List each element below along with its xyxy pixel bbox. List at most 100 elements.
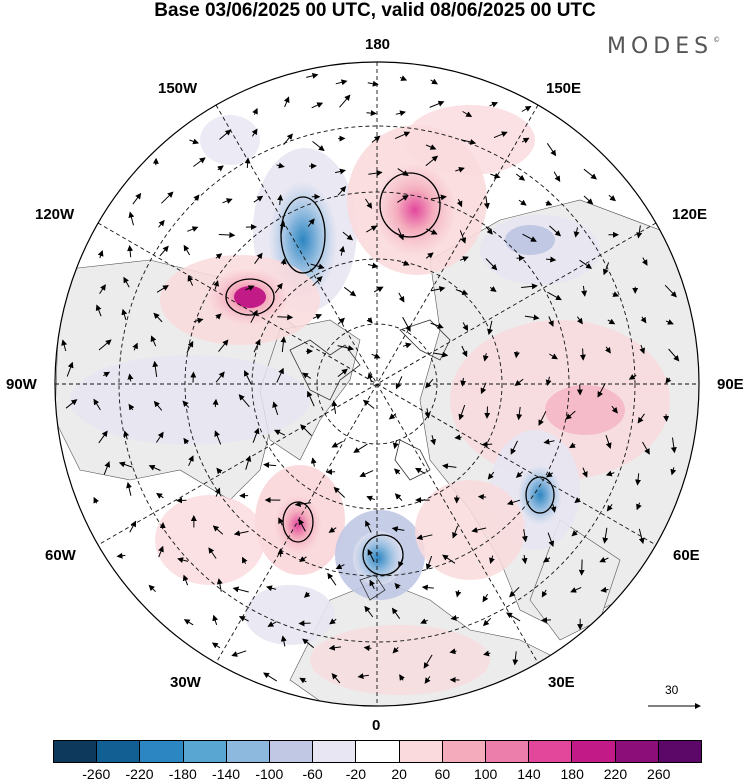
wind-vector-arrow <box>515 471 524 478</box>
wind-vector-arrow <box>123 430 130 440</box>
wind-vector-arrow <box>366 110 377 117</box>
wind-vector-arrow <box>283 96 290 108</box>
colorbar-tick-label: -140 <box>212 766 241 782</box>
wind-vector-arrow <box>276 162 285 169</box>
wind-vector-arrow <box>392 646 399 654</box>
wind-vector-arrow <box>132 342 138 351</box>
wind-vector-arrow <box>217 165 224 172</box>
wind-vector-arrow <box>521 283 538 290</box>
wind-vector-arrow <box>636 502 642 511</box>
wind-vector-arrow <box>455 289 469 296</box>
colorbar-swatch <box>97 741 141 762</box>
wind-vector-arrow <box>250 309 258 323</box>
colorbar-swatch <box>486 741 530 762</box>
wind-vector-arrow <box>371 353 381 359</box>
wind-vector-arrow <box>363 645 372 652</box>
wind-vector-arrow <box>244 370 252 385</box>
wind-vector-arrow <box>425 228 438 235</box>
wind-vector-arrow <box>177 557 189 563</box>
wind-vector-arrow <box>187 226 199 232</box>
wind-vector-arrow <box>425 252 434 259</box>
wind-vector-arrow <box>252 107 258 115</box>
wind-vector-arrow <box>274 282 283 294</box>
wind-vector-arrow <box>121 308 128 321</box>
wind-vector-arrow <box>600 586 609 593</box>
colorbar-tick-label: -20 <box>345 766 366 782</box>
wind-vector-arrow <box>442 554 456 564</box>
wind-vector-arrow <box>343 286 357 297</box>
wind-vector-arrow <box>485 226 493 235</box>
colorbar-swatch <box>183 741 227 762</box>
colorbar-swatch <box>529 741 573 762</box>
brand-text: MODES <box>607 34 714 59</box>
wind-vector-arrow <box>186 340 194 354</box>
colorbar-tick-label: -100 <box>255 766 284 782</box>
wind-vector-arrow <box>460 139 477 145</box>
wind-vector-arrow <box>244 157 251 169</box>
lon-label-30w: 30W <box>170 674 201 691</box>
wind-vector-arrow <box>605 346 611 354</box>
wind-vector-arrow <box>214 487 221 497</box>
wind-vector-arrow <box>424 408 431 419</box>
wind-vector-arrow <box>339 94 351 108</box>
wind-vector-arrow <box>123 276 130 288</box>
brand-mark: © <box>713 36 721 44</box>
lon-label-120w: 120W <box>35 206 75 223</box>
wind-vector-arrow <box>365 520 372 533</box>
lon-label-0: 0 <box>372 717 381 734</box>
wind-vector-arrow <box>583 168 597 180</box>
wind-vector-arrow <box>189 138 200 145</box>
wind-vector-arrow <box>302 372 312 379</box>
wind-vector-arrow <box>238 394 250 408</box>
wind-vector-arrow <box>398 556 404 568</box>
wind-vector-arrow <box>312 141 325 152</box>
wind-vector-arrow <box>98 430 108 444</box>
wind-vector-arrow <box>430 78 438 85</box>
wind-vector-arrow <box>456 198 463 208</box>
colorbar-swatch <box>658 741 702 762</box>
wind-vector-arrow <box>159 245 169 257</box>
wind-vector-arrow <box>279 220 286 235</box>
wind-vector-arrow <box>373 286 384 293</box>
colorbar-swatch <box>615 741 659 762</box>
wind-vector-arrow <box>611 405 618 414</box>
wind-vector-arrow <box>482 617 492 627</box>
wind-vector-arrow <box>299 677 307 684</box>
wind-vector-arrow <box>367 262 379 269</box>
wind-vector-arrow <box>670 437 677 454</box>
lon-label-90w: 90W <box>6 376 37 393</box>
wind-vector-arrow <box>153 400 163 411</box>
wind-vector-arrow <box>367 80 379 87</box>
wind-vector-arrow <box>395 376 403 390</box>
wind-vector-arrow <box>642 441 650 455</box>
wind-vector-arrow <box>522 233 537 242</box>
wind-vector-arrow <box>665 319 674 325</box>
vector-scale-label: 30 <box>665 683 679 697</box>
wind-vector-arrow <box>430 194 447 201</box>
wind-vector-arrow <box>307 218 315 227</box>
wind-vector-arrow <box>638 528 645 545</box>
wind-vector-arrow <box>272 401 279 416</box>
wind-vector-arrow <box>521 554 528 565</box>
wind-vector-arrow <box>218 232 236 239</box>
colorbar-swatch <box>399 741 443 762</box>
wind-vector-arrow <box>545 200 553 206</box>
wind-vector-arrow <box>339 245 346 256</box>
wind-vector-arrow <box>395 110 406 117</box>
wind-vector-arrow <box>263 672 278 682</box>
wind-vector-arrow <box>402 342 412 349</box>
wind-vector-arrow <box>663 414 670 422</box>
wind-vector-arrow <box>516 406 523 421</box>
wind-vector-arrow <box>103 371 111 378</box>
wind-vector-arrow <box>129 520 137 533</box>
wind-vector-arrow <box>454 434 462 441</box>
wind-vector-arrow <box>550 504 557 513</box>
wind-vector-arrow <box>366 225 378 233</box>
wind-vector-arrow <box>103 461 111 475</box>
wind-vector-arrow <box>238 616 249 622</box>
wind-vector-arrow <box>245 455 252 470</box>
wind-vector-arrow <box>576 316 583 325</box>
wind-vector-arrow <box>182 574 189 586</box>
wind-vector-arrow <box>277 314 294 321</box>
wind-vector-arrow <box>485 258 498 271</box>
